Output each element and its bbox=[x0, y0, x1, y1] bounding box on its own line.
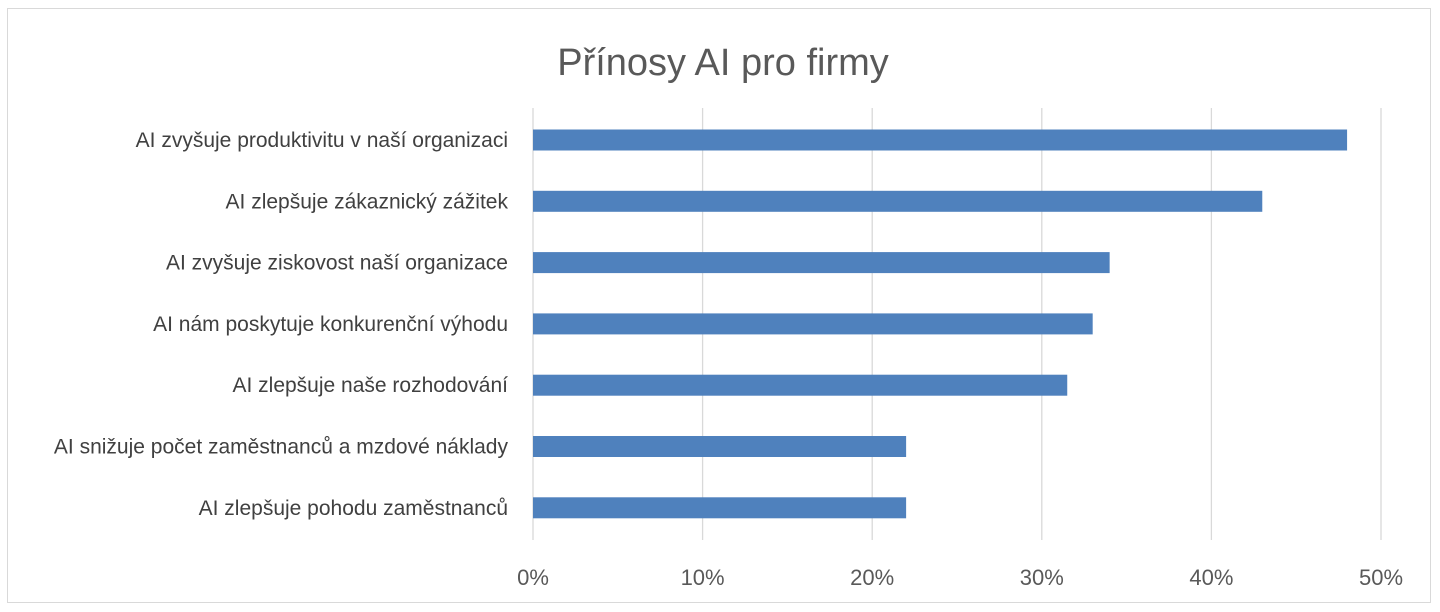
chart-title: Přínosy AI pro firmy bbox=[557, 42, 889, 84]
bars bbox=[533, 129, 1348, 519]
gridlines bbox=[532, 108, 1382, 540]
category-labels: AI zvyšuje produktivitu v naší organizac… bbox=[54, 129, 509, 520]
x-axis-tick-labels: 0% 10% 20% 30% 40% 50% bbox=[517, 565, 1403, 590]
category-label: AI snižuje počet zaměstnanců a mzdové ná… bbox=[54, 436, 509, 459]
bar bbox=[533, 252, 1110, 274]
x-tick-label: 20% bbox=[850, 565, 894, 590]
bar bbox=[533, 313, 1093, 335]
category-label: AI zvyšuje produktivitu v naší organizac… bbox=[136, 129, 508, 152]
x-tick-label: 0% bbox=[517, 565, 549, 590]
bar bbox=[533, 129, 1348, 151]
category-label: AI zlepšuje naše rozhodování bbox=[232, 374, 508, 397]
category-label: AI zvyšuje ziskovost naší organizace bbox=[166, 252, 508, 275]
bar bbox=[533, 436, 907, 457]
bar bbox=[533, 190, 1263, 212]
category-label: AI nám poskytuje konkurenční výhodu bbox=[153, 313, 508, 336]
x-tick-label: 10% bbox=[681, 565, 725, 590]
category-label: AI zlepšuje zákaznický zážitek bbox=[226, 190, 509, 213]
x-tick-label: 50% bbox=[1359, 565, 1403, 590]
x-tick-label: 40% bbox=[1189, 565, 1233, 590]
bar bbox=[533, 374, 1068, 396]
bar bbox=[533, 497, 907, 519]
category-label: AI zlepšuje pohodu zaměstnanců bbox=[199, 497, 508, 520]
x-tick-label: 30% bbox=[1020, 565, 1064, 590]
